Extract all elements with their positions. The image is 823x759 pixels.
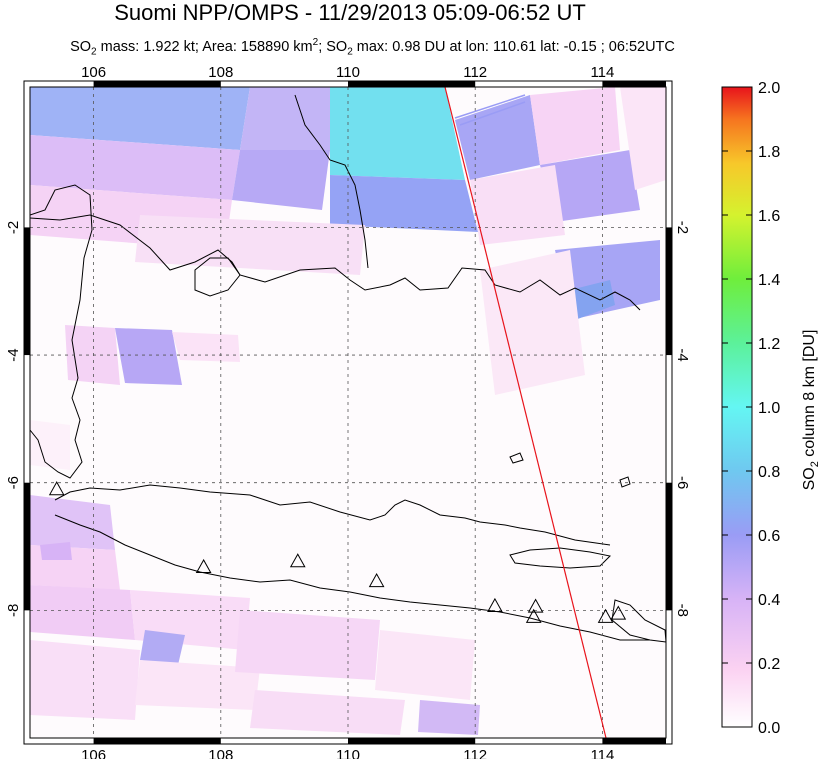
frame-outer	[23, 80, 673, 745]
bali-coast	[611, 599, 666, 643]
lat-tick-label-right: -4	[674, 348, 691, 361]
triangle-icon	[527, 598, 544, 613]
lon-tick-label-top: 110	[336, 64, 360, 81]
colorbar-tick-label: 0.0	[758, 720, 780, 737]
frame-segment-top	[602, 81, 666, 87]
colorbar-label-sub: 2	[809, 461, 821, 467]
triangle-icon	[368, 572, 385, 588]
subtitle-max: max: 0.98 DU at lon: 110.61 lat: -0.15 ;…	[352, 38, 675, 55]
lat-tick-label-right: -6	[674, 476, 691, 489]
lon-tick-label-bottom: 106	[81, 747, 106, 759]
frame-ticks	[23, 80, 673, 745]
madura-coast	[509, 547, 612, 569]
lon-tick-label-top: 108	[208, 64, 233, 81]
colorbar-tick-label: 0.2	[758, 656, 780, 673]
so2-pixels	[30, 87, 666, 735]
subtitle-so2-sub-b: 2	[347, 46, 353, 58]
lon-tick-label-top: 106	[81, 64, 106, 81]
subtitle-mass-area: mass: 1.922 kt; Area: 158890 km	[96, 38, 313, 55]
colorbar-label-so2: SO	[801, 467, 818, 490]
lat-tick-label-left: -8	[5, 604, 22, 617]
bangka-island	[194, 257, 241, 297]
subtitle-so2-sub: 2	[91, 46, 97, 58]
triangle-icon	[525, 608, 542, 623]
colorbar-tick-label: 1.0	[758, 400, 780, 417]
colorbar-tick-label: 1.6	[758, 208, 780, 225]
frame-segment-left	[24, 227, 30, 356]
colorbar-tick-label: 1.2	[758, 336, 780, 353]
frame-segment-bottom	[602, 738, 666, 744]
borneo-coast	[30, 214, 641, 311]
triangle-icon	[487, 597, 503, 612]
borneo-west-coast	[294, 94, 369, 269]
colorbar-tick-label: 1.4	[758, 272, 780, 289]
map-gridlines	[30, 87, 666, 738]
colorbar-label-group: SO2 column 8 km [DU]	[801, 330, 821, 491]
map-title: Suomi NPP/OMPS - 11/29/2013 05:09-06:52 …	[114, 0, 586, 25]
triangle-icon	[195, 558, 212, 574]
map-subtitle: SO2 mass: 1.922 kt; Area: 158890 km2; SO…	[0, 34, 745, 62]
lat-tick-label-left: -2	[5, 221, 22, 234]
java-south-coast	[54, 514, 650, 641]
coastlines	[30, 94, 666, 643]
lon-tick-label-bottom: 110	[336, 747, 360, 759]
sumatra-coast	[30, 184, 93, 479]
lat-tick-label-left: -6	[5, 476, 22, 489]
lat-tick-label-right: -2	[674, 221, 691, 234]
frame-segment-right	[666, 482, 672, 611]
lon-tick-label-bottom: 108	[208, 747, 233, 759]
karimunjawa-island	[509, 452, 524, 464]
triangle-icon	[48, 481, 65, 496]
colorbar-label-suffix: column 8 km [DU]	[801, 330, 818, 462]
subtitle-so2: SO	[70, 38, 92, 55]
lat-tick-label-left: -4	[5, 348, 22, 361]
frame-segment-top	[348, 81, 476, 87]
frame-segment-bottom	[348, 738, 476, 744]
subtitle-so2-b: ; SO	[318, 38, 348, 55]
triangle-icon	[610, 605, 627, 620]
colorbar-tick-label: 0.6	[758, 528, 780, 545]
colorbar-label: SO2 column 8 km [DU]	[801, 330, 821, 491]
triangle-icon	[597, 608, 614, 623]
lon-tick-label-top: 112	[463, 64, 487, 81]
colorbar-ticks: 0.0 0.2 0.4 0.6 0.8 1.0 1.2 1.4 1.6 1.8 2.0	[722, 80, 780, 737]
frame-segment-top	[93, 81, 221, 87]
lon-tick-label-bottom: 112	[463, 747, 487, 759]
frame-segment-bottom	[93, 738, 221, 744]
subtitle-area-sup: 2	[312, 37, 319, 48]
axis-tick-labels: 106 106 108 108 110 110 112 112 114 114 -2 -2 -4 -4 -6…	[5, 64, 691, 759]
colorbar-tick-label: 0.8	[758, 464, 780, 481]
frame-segment-left	[24, 482, 30, 611]
colorbar-tick-label: 1.8	[758, 144, 780, 161]
lat-tick-label-right: -8	[674, 604, 691, 617]
colorbar-tick-label: 0.4	[758, 592, 780, 609]
bawean-island	[619, 476, 631, 488]
volcano-markers	[48, 481, 627, 623]
frame-segment-right	[666, 227, 672, 356]
java-north-coast	[54, 484, 611, 546]
lon-tick-label-bottom: 114	[590, 747, 614, 759]
colorbar-tick-label: 2.0	[758, 80, 780, 97]
lon-tick-label-top: 114	[590, 64, 614, 81]
orbit-track-shadow	[454, 94, 526, 126]
orbit-track-line	[444, 86, 607, 739]
triangle-icon	[289, 553, 306, 568]
